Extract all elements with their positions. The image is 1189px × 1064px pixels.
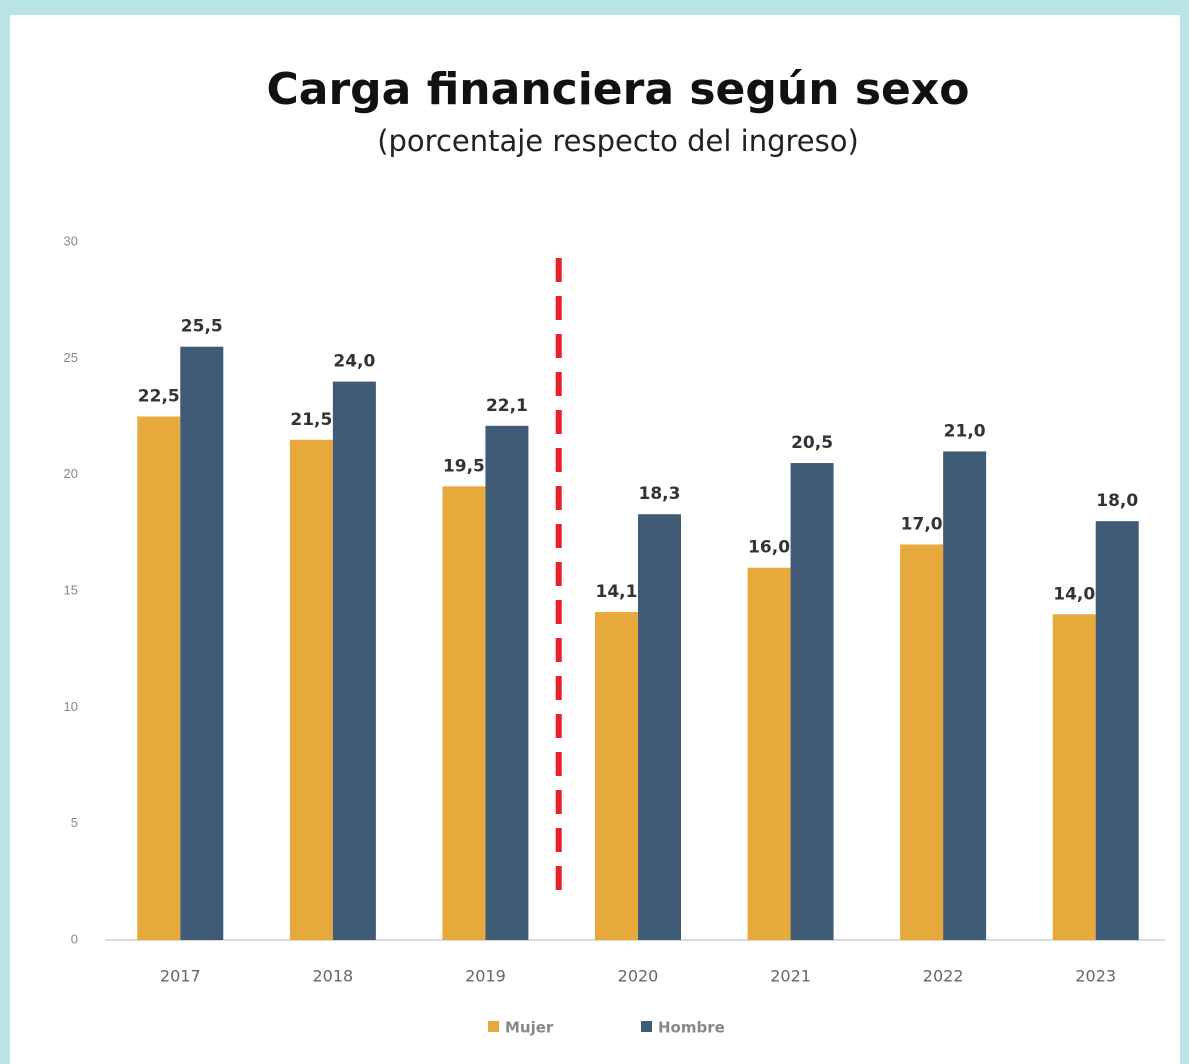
data-label: 16,0 xyxy=(748,538,790,558)
bar xyxy=(137,416,181,940)
y-tick-label: 0 xyxy=(71,931,78,946)
y-tick-label: 30 xyxy=(64,233,78,248)
bar xyxy=(790,463,834,940)
x-tick-label: 2021 xyxy=(770,967,811,986)
bar xyxy=(595,611,638,940)
bar xyxy=(638,514,681,940)
x-tick-label: 2022 xyxy=(923,967,964,986)
legend-label: Mujer xyxy=(505,1019,554,1037)
bar xyxy=(943,451,987,940)
x-tick-label: 2023 xyxy=(1075,967,1116,986)
data-label: 24,0 xyxy=(333,352,375,372)
y-tick-label: 10 xyxy=(64,699,78,714)
data-label: 14,1 xyxy=(596,582,638,602)
y-tick-label: 25 xyxy=(64,350,78,365)
y-tick-label: 20 xyxy=(64,466,78,481)
data-label: 14,0 xyxy=(1053,584,1095,604)
bar xyxy=(485,425,529,941)
bar xyxy=(289,439,333,940)
data-label: 22,5 xyxy=(138,387,180,407)
data-label: 17,0 xyxy=(901,514,943,534)
bar xyxy=(180,346,224,940)
data-label: 18,3 xyxy=(639,484,681,504)
y-tick-label: 15 xyxy=(64,582,78,597)
legend-swatch xyxy=(488,1021,499,1032)
bar xyxy=(332,381,376,941)
legend-label: Hombre xyxy=(658,1019,725,1037)
x-tick-label: 2018 xyxy=(312,967,353,986)
data-label: 21,5 xyxy=(290,410,332,430)
chart-title: Carga financiera según sexo xyxy=(267,64,970,115)
x-tick-label: 2019 xyxy=(465,967,506,986)
bar xyxy=(1095,521,1139,940)
legend-swatch xyxy=(641,1021,652,1032)
data-label: 20,5 xyxy=(791,433,833,453)
bar xyxy=(442,486,486,940)
y-tick-label: 5 xyxy=(71,815,78,830)
data-label: 18,0 xyxy=(1096,491,1138,511)
bar xyxy=(1052,614,1096,940)
bar xyxy=(900,544,944,940)
data-label: 21,0 xyxy=(944,421,986,441)
x-tick-label: 2017 xyxy=(160,967,201,986)
data-label: 22,1 xyxy=(486,396,528,416)
bar xyxy=(747,567,791,940)
chart-subtitle: (porcentaje respecto del ingreso) xyxy=(377,124,859,158)
data-label: 25,5 xyxy=(181,317,223,337)
data-label: 19,5 xyxy=(443,456,485,476)
x-tick-label: 2020 xyxy=(618,967,659,986)
